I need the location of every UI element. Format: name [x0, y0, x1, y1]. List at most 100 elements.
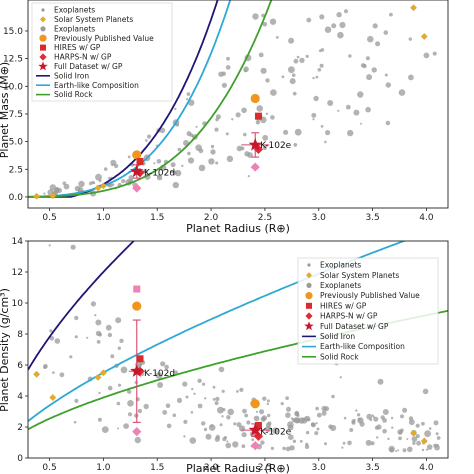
- exoplanet-point: [215, 434, 220, 440]
- exoplanet-point: [407, 446, 413, 453]
- full-dataset-star: [248, 423, 262, 436]
- exoplanet-point: [191, 387, 194, 391]
- exoplanet-point: [225, 442, 232, 449]
- exoplanet-point: [436, 436, 441, 440]
- exoplanet-point: [145, 139, 148, 142]
- solar-system-point: [420, 437, 428, 445]
- exoplanet-point: [288, 434, 294, 441]
- exoplanet-point: [424, 430, 431, 438]
- exoplanet-point: [398, 436, 402, 441]
- exoplanet-point: [101, 426, 109, 433]
- exoplanet-point: [321, 410, 327, 416]
- exoplanet-point: [281, 75, 285, 79]
- exoplanet-point: [242, 408, 247, 414]
- exoplanet-point: [244, 413, 249, 418]
- y-tick-label: 6: [17, 361, 23, 371]
- x-tick-label: 1.0: [96, 463, 111, 473]
- exoplanet-point: [63, 183, 70, 190]
- exoplanet-point: [143, 403, 149, 410]
- exoplanet-point: [110, 354, 115, 359]
- exoplanet-point: [390, 416, 394, 420]
- exoplanet-point: [246, 420, 251, 425]
- exoplanet-point: [293, 58, 299, 64]
- exoplanet-point: [172, 413, 177, 418]
- exoplanet-point: [365, 439, 372, 446]
- legend-harpsn-marker: [39, 53, 47, 61]
- legend-previous-marker: [39, 34, 47, 42]
- bottom-y-ticks: 0 2 4 6 8 10 12 14: [12, 237, 28, 464]
- legend-entry-label: Solid Rock: [320, 352, 359, 361]
- exoplanet-point: [186, 92, 191, 96]
- exoplanet-point: [320, 48, 325, 52]
- exoplanet-point: [95, 173, 102, 181]
- legend-exoplanet-marker: [41, 8, 45, 12]
- exoplanet-point: [319, 63, 324, 68]
- exoplanet-point: [285, 396, 289, 400]
- solar-system-point: [99, 182, 107, 190]
- exoplanet-point: [382, 418, 387, 423]
- previous-value-point: [250, 93, 260, 104]
- exoplanet-point: [262, 145, 267, 151]
- exoplanet-point: [347, 129, 354, 137]
- exoplanet-point: [397, 429, 403, 435]
- bottom-x-ticks: 0.5 1.0 1.5 2.0 2.5 3.0 3.5 4.0: [42, 458, 434, 473]
- exoplanet-point: [376, 424, 382, 430]
- exoplanet-point: [331, 23, 337, 29]
- legend-entry-label: Exoplanets: [54, 24, 95, 33]
- exoplanet-point: [94, 314, 97, 317]
- exoplanet-point: [215, 114, 221, 120]
- exoplanet-point: [290, 417, 294, 420]
- exoplanet-point: [292, 91, 297, 96]
- exoplanet-point: [317, 68, 322, 72]
- exoplanet-point: [183, 419, 188, 424]
- exoplanet-point: [315, 422, 318, 425]
- exoplanet-point: [111, 183, 115, 187]
- exoplanet-point: [397, 449, 400, 452]
- exoplanet-point: [69, 355, 73, 359]
- exoplanet-point: [53, 187, 60, 193]
- exoplanet-point: [294, 410, 300, 416]
- exoplanet-point: [327, 100, 334, 106]
- exoplanet-point: [215, 161, 219, 165]
- x-tick-label: 3.0: [312, 213, 327, 223]
- exoplanet-point: [227, 408, 234, 416]
- exoplanet-point: [270, 115, 275, 120]
- exoplanet-point: [147, 134, 152, 139]
- exoplanet-point: [225, 65, 231, 70]
- exoplanet-point: [123, 423, 129, 429]
- exoplanet-point: [70, 244, 76, 250]
- exoplanet-point: [127, 155, 131, 159]
- previous-value-point: [132, 301, 142, 311]
- exoplanet-point: [226, 155, 234, 162]
- exoplanet-point: [214, 401, 219, 406]
- exoplanet-point: [357, 417, 364, 424]
- y-tick-label: 0.0: [9, 193, 24, 203]
- exoplanet-point: [203, 427, 208, 432]
- exoplanet-point: [197, 403, 203, 409]
- solar-system-point: [33, 370, 41, 378]
- exoplanet-point: [119, 338, 124, 343]
- exoplanet-point: [233, 422, 237, 426]
- exoplanet-point: [74, 315, 79, 321]
- exoplanet-point: [164, 364, 169, 370]
- x-tick-label: 0.5: [42, 213, 56, 223]
- exoplanet-point: [255, 120, 261, 125]
- exoplanet-point: [342, 441, 346, 445]
- exoplanet-point: [221, 82, 227, 88]
- exoplanet-point: [283, 129, 289, 135]
- exoplanet-point: [96, 340, 101, 344]
- exoplanet-point: [117, 427, 119, 430]
- exoplanet-point: [117, 346, 122, 350]
- exoplanet-point: [90, 301, 96, 307]
- legend-full-marker: [38, 61, 48, 71]
- exoplanet-point: [371, 67, 377, 73]
- exoplanet-point: [388, 445, 395, 453]
- solar-system-point: [94, 374, 102, 381]
- exoplanet-point: [366, 413, 373, 420]
- exoplanet-point: [324, 140, 327, 144]
- exoplanet-point: [275, 36, 279, 39]
- exoplanet-point: [433, 420, 439, 426]
- solar-system-point: [49, 192, 57, 200]
